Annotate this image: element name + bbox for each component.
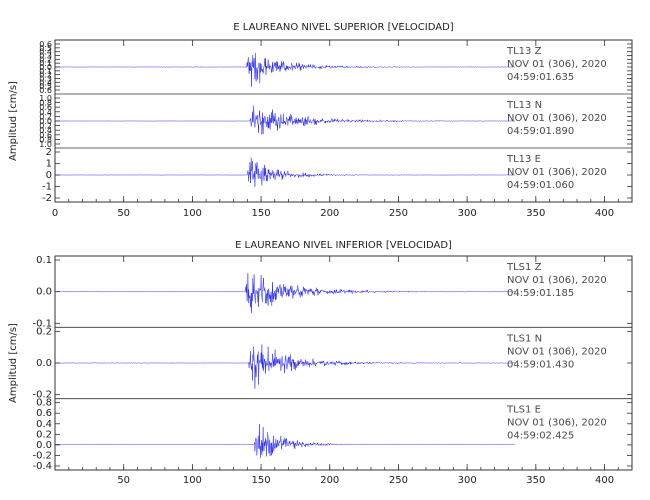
- trace-date-label: NOV 01 (306), 2020: [507, 59, 607, 70]
- y-tick-label: -0.2: [32, 390, 52, 401]
- y-tick-label: 0.6: [39, 103, 52, 112]
- y-tick-label: -2: [42, 193, 52, 204]
- x-tick-label: 50: [117, 208, 130, 219]
- y-tick-label: 0.8: [39, 99, 52, 108]
- y-tick-label: 0.5: [39, 82, 52, 91]
- y-tick-label: 0.6: [39, 40, 52, 49]
- waveform-line: [54, 344, 516, 389]
- y-tick-label: 0.2: [39, 55, 52, 64]
- y-tick-label: 0.8: [36, 398, 52, 409]
- y-tick-label: 0.2: [39, 112, 52, 121]
- y-tick-label: 0.4: [36, 419, 52, 430]
- x-tick-label: 0: [52, 208, 58, 219]
- trace-TLS1-N: 0.2 0.0 -0.2 TLS1 N NOV 01 (306), 2020 04:59:…: [32, 326, 632, 401]
- y-tick-label: 2: [46, 147, 52, 158]
- y-tick-label: 0.1: [39, 67, 52, 76]
- y-tick-label: 0.0: [36, 440, 52, 451]
- x-tick-label: 200: [320, 475, 339, 486]
- x-tick-label: 50: [117, 475, 130, 486]
- trace-TL13-E: 210-1-2 TL13 E NOV 01 (306), 2020 04:59:01.…: [42, 147, 632, 204]
- y-tick-label: 0.2: [36, 326, 52, 337]
- y-tick-label: -0.4: [32, 461, 52, 472]
- y-tick-label: -1: [42, 182, 52, 193]
- y-axis-label: Amplitud [cm/s]: [8, 81, 19, 161]
- y-tick-label: 0.4: [39, 48, 52, 57]
- trace-TLS1-Z: 0.1 0.0 -0.1 TLS1 Z NOV 01 (306), 2020 04:59:…: [32, 255, 632, 329]
- y-tick-label: 0.4: [39, 108, 52, 117]
- trace-time-label: 04:59:02.425: [507, 431, 574, 442]
- y-tick-label: 0.2: [39, 122, 52, 131]
- waveform-line: [54, 157, 516, 188]
- trace-station-label: TLS1 N: [506, 333, 542, 344]
- x-tick-label: 100: [183, 208, 202, 219]
- waveform-line: [54, 105, 516, 135]
- panel-2: E LAUREANO NIVEL INFERIOR [VELOCIDAD] Amp…: [8, 240, 633, 486]
- x-tick-label: 250: [389, 475, 408, 486]
- panel-title: E LAUREANO NIVEL SUPERIOR [VELOCIDAD]: [233, 22, 453, 33]
- y-tick-label: 1.0: [39, 140, 52, 149]
- y-tick-label: -0.2: [32, 450, 52, 461]
- waveform-line: [54, 272, 515, 314]
- trace-station-label: TLS1 E: [506, 405, 541, 416]
- trace-time-label: 04:59:01.060: [507, 180, 574, 191]
- x-tick-label: 300: [458, 475, 477, 486]
- x-tick-label: 250: [389, 208, 408, 219]
- y-tick-label: 0.1: [39, 59, 52, 68]
- waveform-line: [54, 423, 516, 459]
- y-tick-label: 0.2: [39, 71, 52, 80]
- x-tick-label: 400: [595, 475, 614, 486]
- y-tick-label: -0.1: [32, 318, 52, 329]
- y-tick-label: 0.3: [39, 52, 52, 61]
- trace-date-label: NOV 01 (306), 2020: [507, 275, 607, 286]
- y-tick-label: 0.0: [36, 358, 52, 369]
- trace-TLS1-E: 0.80.60.40.20.0-0.2-0.4 TLS1 E NOV 01 (306…: [32, 398, 632, 472]
- panel-1: E LAUREANO NIVEL SUPERIOR [VELOCIDAD] Amp…: [8, 22, 633, 219]
- trace-time-label: 04:59:01.890: [507, 126, 574, 137]
- y-tick-label: 0.6: [39, 86, 52, 95]
- x-tick-label: 150: [252, 208, 271, 219]
- x-tick-label: 400: [595, 208, 614, 219]
- trace-station-label: TLS1 Z: [506, 262, 542, 273]
- trace-time-label: 04:59:01.185: [507, 288, 574, 299]
- y-tick-label: 0.6: [36, 408, 52, 419]
- x-tick-label: 300: [458, 208, 477, 219]
- trace-station-label: TL13 Z: [506, 46, 542, 57]
- panel-title: E LAUREANO NIVEL INFERIOR [VELOCIDAD]: [235, 240, 452, 251]
- x-tick-label: 150: [252, 475, 271, 486]
- trace-station-label: TL13 E: [506, 154, 541, 165]
- y-tick-label: 0.1: [36, 255, 52, 266]
- trace-date-label: NOV 01 (306), 2020: [507, 113, 607, 124]
- y-tick-label: 0.2: [36, 429, 52, 440]
- x-tick-label: 200: [320, 208, 339, 219]
- trace-date-label: NOV 01 (306), 2020: [507, 167, 607, 178]
- trace-TL13-Z: 0.60.50.40.30.20.10.00.10.20.30.40.50.6T…: [39, 40, 632, 95]
- waveform-line: [54, 52, 516, 87]
- y-tick-label: 0.0: [36, 287, 52, 298]
- y-tick-label: 0.0: [39, 63, 52, 72]
- trace-station-label: TL13 N: [506, 100, 542, 111]
- trace-date-label: NOV 01 (306), 2020: [507, 418, 607, 429]
- x-tick-label: 350: [526, 475, 545, 486]
- x-tick-label: 350: [526, 208, 545, 219]
- y-tick-label: 1.0: [39, 94, 52, 103]
- y-tick-label: 0.4: [39, 78, 52, 87]
- y-tick-label: 0: [46, 170, 52, 181]
- y-tick-label: 0.6: [39, 131, 52, 140]
- trace-time-label: 04:59:01.430: [507, 359, 574, 370]
- y-tick-label: 0.0: [39, 117, 52, 126]
- y-axis-label: Amplitud [cm/s]: [8, 323, 19, 403]
- trace-date-label: NOV 01 (306), 2020: [507, 346, 607, 357]
- y-tick-label: 0.8: [39, 135, 52, 144]
- x-tick-label: 100: [183, 475, 202, 486]
- y-tick-label: 0.3: [39, 75, 52, 84]
- y-tick-label: 1: [46, 159, 52, 170]
- y-tick-label: 0.4: [39, 126, 52, 135]
- trace-time-label: 04:59:01.635: [507, 72, 574, 83]
- y-tick-label: 0.5: [39, 44, 52, 53]
